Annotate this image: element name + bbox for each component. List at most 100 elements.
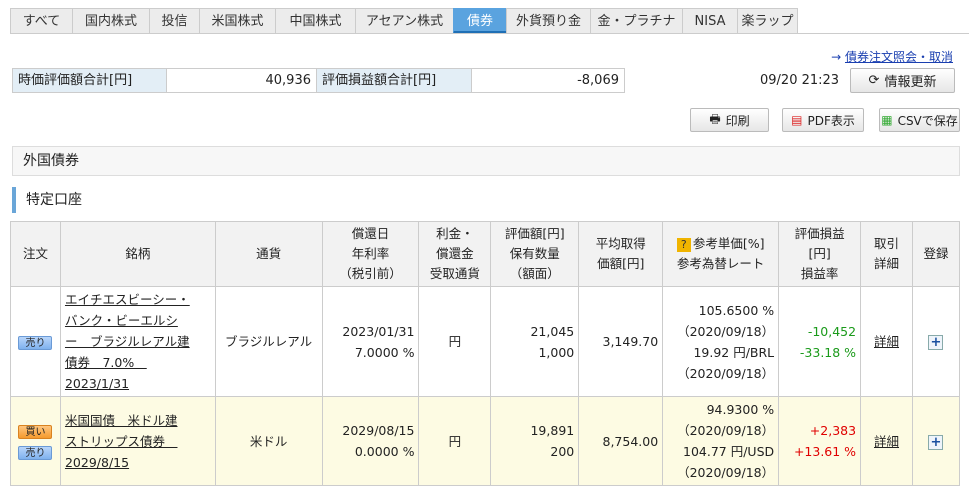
pl-cell: +2,383 +13.61 % — [778, 396, 862, 486]
tab-7[interactable]: 外貨預り金 — [506, 8, 590, 34]
bond-name-line: ストリップス債券 — [64, 433, 178, 449]
section-title: 外国債券 — [12, 146, 960, 176]
detail-cell: 詳細 — [860, 286, 913, 397]
print-button[interactable]: 🖶 印刷 — [690, 108, 769, 132]
bond-name-link[interactable]: 米国国債 米ドル建 ストリップス債券 2029/8/15 — [65, 410, 211, 473]
product-tabs: すべて 国内株式 投信 米国株式 中国株式 アセアン株式 債券 外貨預り金 金・プラチナ NISA… — [10, 8, 798, 34]
pdf-label: PDF表示 — [807, 113, 855, 128]
printer-icon: 🖶 — [709, 111, 721, 126]
col-ref: ? 参考単価[%] 参考為替レート — [662, 221, 780, 287]
pl-value: -8,069 — [577, 73, 619, 88]
detail-link[interactable]: 詳細 — [874, 433, 900, 449]
h: 償還金 — [436, 246, 474, 261]
col-valuation: 評価額[円] 保有数量 （額面） — [490, 221, 580, 287]
valuation-cell: 21,045 1,000 — [490, 286, 580, 397]
date: 2023/01/31 — [342, 323, 415, 339]
h: 損益率 — [800, 266, 839, 281]
col-avg: 平均取得 価額[円] — [578, 221, 664, 287]
refresh-icon: ⟳ — [868, 73, 880, 88]
fx-date: （2020/09/18） — [677, 365, 775, 381]
receipt-cell: 円 — [418, 286, 492, 397]
receipt: 円 — [448, 334, 462, 349]
plus-icon[interactable]: + — [928, 335, 944, 350]
h: 取引 — [874, 236, 900, 251]
help-icon[interactable]: ? — [676, 238, 691, 252]
qty: 1,000 — [538, 344, 575, 360]
avg: 3,149.70 — [602, 334, 659, 349]
tab-8[interactable]: 金・プラチナ — [590, 8, 682, 34]
currency-cell: ブラジルレアル — [214, 286, 323, 397]
bond-name-line: 債券 7.0% — [64, 355, 147, 370]
tab-4[interactable]: 中国株式 — [275, 8, 355, 34]
ref-cell: 105.6500 % （2020/09/18） 19.92 円/BRL （2020/0… — [662, 286, 780, 397]
buy-button[interactable]: 買い — [18, 425, 53, 439]
receipt: 円 — [448, 433, 462, 449]
col-receipt: 利金・ 償還金 受取通貨 — [418, 221, 492, 287]
col-currency: 通貨 — [214, 221, 323, 287]
detail-link[interactable]: 詳細 — [874, 334, 900, 349]
table-row: 売り エイチエスビーシー・ バンク・ビーエルシー ブラジルレアル建 債券 7.0% 2… — [10, 286, 961, 397]
name-cell: 米国国債 米ドル建 ストリップス債券 2029/8/15 — [59, 396, 216, 486]
tab-6[interactable]: 債券 — [453, 8, 506, 34]
tab-2[interactable]: 投信 — [149, 8, 199, 34]
table-row: 買い売り 米国国債 米ドル建 ストリップス債券 2029/8/15 米ドル 2029/0… — [10, 396, 961, 486]
sell-button[interactable]: 売り — [18, 336, 53, 350]
order-cell: 売り — [10, 286, 61, 397]
tab-9[interactable]: NISA — [682, 8, 737, 34]
col-name: 銘柄 — [59, 221, 216, 287]
bond-name-line: エイチエスビーシー・ — [64, 292, 190, 307]
pdf-icon: ▤ — [791, 113, 803, 127]
pl-rate: +13.61 % — [793, 444, 857, 459]
csv-icon: ▦ — [881, 113, 893, 127]
refresh-label: 情報更新 — [884, 75, 937, 90]
h: [円] — [808, 246, 831, 261]
tab-1[interactable]: 国内株式 — [72, 8, 149, 34]
h: 参考単価[%] — [692, 236, 765, 251]
h: 平均取得 — [595, 236, 646, 251]
avg-cell: 3,149.70 — [578, 286, 664, 397]
h: 利金・ — [436, 226, 474, 241]
col-detail: 取引 詳細 — [860, 221, 913, 287]
receipt-cell: 円 — [418, 396, 492, 486]
fx: 19.92 円/BRL — [693, 344, 775, 360]
name-cell: エイチエスビーシー・ バンク・ビーエルシー ブラジルレアル建 債券 7.0% 202… — [59, 286, 216, 397]
valuation-cell: 19,891 200 — [490, 396, 580, 486]
register-cell: + — [911, 286, 961, 397]
tab-5[interactable]: アセアン株式 — [355, 8, 453, 34]
pdf-button[interactable]: ▤ PDF表示 — [782, 108, 864, 132]
fx: 104.77 円/USD — [683, 444, 775, 459]
detail-cell: 詳細 — [860, 396, 913, 486]
plus-icon[interactable]: + — [928, 434, 944, 450]
summary-table: 時価評価額合計[円] 40,936 評価損益額合計[円] -8,069 — [12, 68, 625, 93]
tab-10[interactable]: 楽ラップ — [737, 8, 798, 34]
date: 2029/08/15 — [342, 423, 415, 438]
currency: 米ドル — [249, 433, 288, 449]
h: 評価損益 — [794, 226, 845, 241]
order-inquiry-link-text[interactable]: 債券注文照会・取消 — [844, 50, 953, 64]
avg-cell: 8,754.00 — [578, 396, 664, 486]
ref-price_date: （2020/09/18） — [677, 323, 775, 339]
bond-name-line: 2029/8/15 — [64, 454, 130, 470]
bond-name-link[interactable]: エイチエスビーシー・ バンク・ビーエルシー ブラジルレアル建 債券 7.0% 202… — [65, 289, 211, 394]
holdings-table: 注文 銘柄 通貨 償還日 年利率 （税引前） 利金・ 償還金 受取通貨 評価額[円] 保有… — [10, 221, 961, 486]
h: 詳細 — [874, 256, 900, 271]
h: 参考為替レート — [676, 256, 765, 271]
sell-button[interactable]: 売り — [18, 446, 53, 460]
pl-cell: -10,452 -33.18 % — [778, 286, 862, 397]
tab-3[interactable]: 米国株式 — [199, 8, 275, 34]
csv-label: CSVで保存 — [897, 113, 958, 128]
order-cell: 買い売り — [10, 396, 61, 486]
qty: 200 — [550, 444, 575, 459]
redemption-cell: 2023/01/31 7.0000 % — [321, 286, 420, 397]
order-inquiry-link[interactable]: → 債券注文照会・取消 — [831, 50, 953, 64]
refresh-button[interactable]: ⟳ 情報更新 — [850, 68, 955, 93]
print-label: 印刷 — [725, 113, 750, 128]
bond-name-line: 2023/1/31 — [64, 376, 130, 391]
col-redemption: 償還日 年利率 （税引前） — [321, 221, 420, 287]
csv-button[interactable]: ▦ CSVで保存 — [879, 108, 960, 132]
rate: 0.0000 % — [354, 444, 415, 459]
currency-cell: 米ドル — [214, 396, 323, 486]
tab-0[interactable]: すべて — [10, 8, 72, 34]
h: 年利率 — [351, 246, 390, 261]
account-title: 特定口座 — [12, 187, 82, 213]
